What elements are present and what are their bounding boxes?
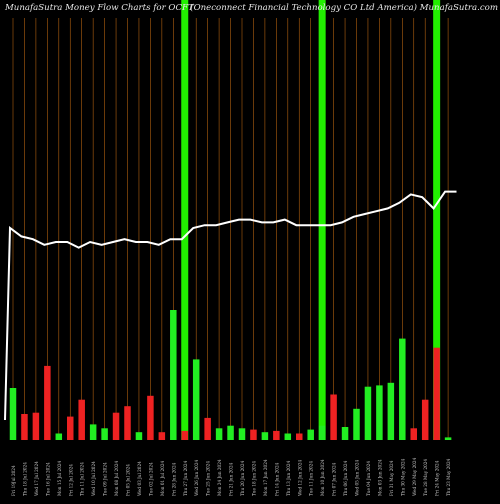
money-flow-bar xyxy=(21,414,28,440)
money-flow-bar xyxy=(112,412,120,440)
x-tick-label: Mon 10 Jun 2024 xyxy=(320,459,325,496)
x-tick-label: Fri 05 Jul 2024 xyxy=(126,464,131,496)
money-flow-bar xyxy=(444,437,452,440)
x-tick-label: Mon 01 Jul 2024 xyxy=(160,460,165,496)
highlight-column xyxy=(318,0,326,440)
x-tick-label: Fri 12 Jul 2024 xyxy=(68,464,73,496)
x-tick-label: Mon 24 Jun 2024 xyxy=(217,459,222,496)
x-tick-label: Wed 17 Jul 2024 xyxy=(34,461,39,496)
money-flow-bar xyxy=(55,433,63,440)
money-flow-bar xyxy=(296,433,303,440)
x-tick-label: Thu 27 Jun 2024 xyxy=(183,460,188,496)
money-flow-bar xyxy=(421,399,429,440)
x-tick-label: Wed 26 Jun 2024 xyxy=(194,459,199,496)
money-flow-bar xyxy=(67,416,74,440)
money-flow-bar xyxy=(284,433,292,440)
x-tick-label: Thu 20 Jun 2024 xyxy=(240,460,245,496)
money-flow-bar xyxy=(261,432,269,440)
x-tick-label: Tue 18 Jun 2024 xyxy=(251,461,256,496)
money-flow-bar xyxy=(307,429,314,440)
x-tick-label: Thu 06 Jun 2024 xyxy=(343,460,348,496)
money-flow-bar xyxy=(227,425,234,440)
x-tick-label: Tue 16 Jul 2024 xyxy=(45,462,50,496)
x-tick-label: Fri 24 May 2024 xyxy=(435,460,440,496)
money-flow-bar xyxy=(376,385,383,440)
price-line xyxy=(4,190,457,421)
x-tick-label: Thu 18 Jul 2024 xyxy=(22,462,27,496)
money-flow-bar xyxy=(78,399,85,440)
x-tick-label: Thu 30 May 2024 xyxy=(400,458,405,496)
money-flow-bar xyxy=(170,310,177,440)
money-flow-bar xyxy=(135,432,143,440)
money-flow-bar xyxy=(433,347,440,440)
x-tick-label: Tue 28 May 2024 xyxy=(423,459,428,496)
x-tick-label: Fri 31 May 2024 xyxy=(389,460,394,496)
x-tick-label: Fri 21 Jun 2024 xyxy=(229,462,234,496)
x-tick-label: Fri 07 Jun 2024 xyxy=(332,462,337,496)
money-flow-bar xyxy=(204,417,211,440)
x-tick-label: Fri 19Jul 2024 xyxy=(11,465,16,496)
money-flow-bar xyxy=(330,394,337,440)
x-tick-label: Mon 03 Jun 2024 xyxy=(377,459,382,496)
money-flow-bar xyxy=(32,412,40,440)
money-flow-bar xyxy=(9,388,17,440)
highlight-column xyxy=(181,0,189,440)
x-tick-label: Thu 23 May 2024 xyxy=(446,458,451,496)
money-flow-bar xyxy=(181,430,188,440)
money-flow-bar xyxy=(158,432,166,440)
money-flow-bar xyxy=(238,428,246,440)
money-flow-bar xyxy=(89,424,97,440)
money-flow-bar xyxy=(44,365,51,440)
highlight-column xyxy=(433,0,441,440)
money-flow-bar xyxy=(250,429,257,440)
money-flow-bar xyxy=(364,386,372,440)
x-tick-label: Wed 05 Jun 2024 xyxy=(355,459,360,496)
chart-subtitle: (Oneconnect Financial Technology CO Ltd … xyxy=(190,3,498,13)
x-tick-label: Mon 17 Jun 2024 xyxy=(263,459,268,496)
x-tick-label: Tue 11 Jun 2024 xyxy=(309,461,314,496)
money-flow-bar xyxy=(215,428,223,440)
x-tick-label: Wed 03 Jul 2024 xyxy=(137,461,142,496)
money-flow-bar xyxy=(124,406,131,440)
money-flow-bar xyxy=(147,395,154,440)
money-flow-bar xyxy=(399,338,406,440)
x-tick-label: Thu 11 Jul 2024 xyxy=(80,462,85,496)
money-flow-bar xyxy=(353,408,360,440)
x-tick-label: Tue 02 Jul 2024 xyxy=(148,462,153,496)
x-tick-label: Tue 25 Jun 2024 xyxy=(206,461,211,496)
x-tick-label: Tue 04 Jun 2024 xyxy=(366,461,371,496)
x-tick-label: Mon 08 Jul 2024 xyxy=(114,460,119,496)
money-flow-bar xyxy=(101,428,108,440)
money-flow-bar xyxy=(341,427,349,440)
x-tick-label: Thu 13 Jun 2024 xyxy=(286,460,291,496)
x-tick-label: Fri 28 Jun 2024 xyxy=(171,462,176,496)
money-flow-bar xyxy=(192,359,200,440)
x-tick-label: Fri 14 Jun 2024 xyxy=(274,462,279,496)
money-flow-bar xyxy=(410,428,417,440)
money-flow-bar xyxy=(273,430,280,440)
x-tick-label: Tue 09 Jul 2024 xyxy=(103,462,108,496)
money-flow-bar xyxy=(387,382,395,440)
x-tick-label: Wed 10 Jul 2024 xyxy=(91,461,96,496)
x-tick-label: Wed 29 May 2024 xyxy=(412,457,417,496)
x-tick-label: Wed 12 Jun 2024 xyxy=(297,459,302,496)
chart-title: MunafaSutra Money Flow Charts for OCFT xyxy=(5,3,194,13)
money-flow-bar xyxy=(318,425,326,440)
x-tick-label: Mon 15 Jul 2024 xyxy=(57,460,62,496)
